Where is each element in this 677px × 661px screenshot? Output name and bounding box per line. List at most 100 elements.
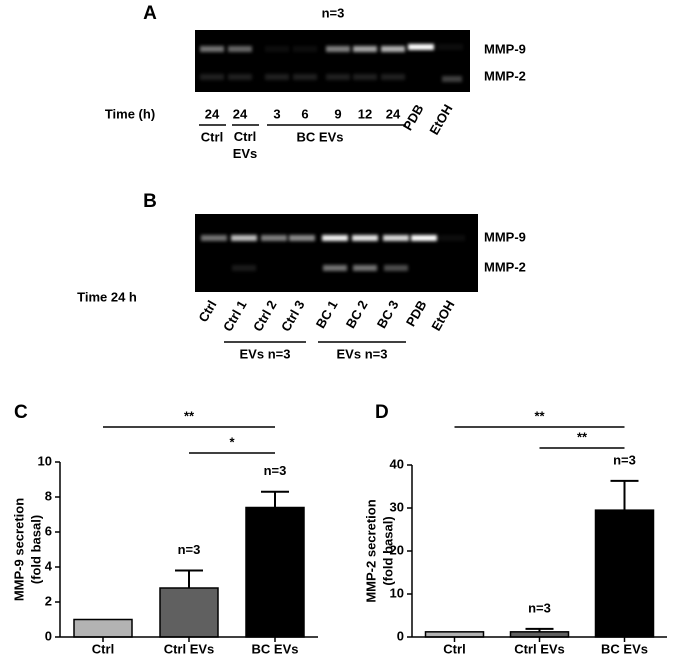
panel-letter: B — [143, 191, 157, 212]
y-tick-label: 2 — [45, 593, 52, 608]
bar-label: n=3 — [178, 542, 201, 557]
gel-note: n=3 — [322, 5, 345, 20]
gel-band — [228, 46, 252, 52]
group-label: BC EVs — [297, 129, 344, 144]
lane-label: PDB — [403, 298, 430, 329]
gel-band — [326, 46, 350, 52]
band-label: MMP-9 — [484, 41, 526, 56]
time-tick: 24 — [386, 106, 401, 121]
bar — [73, 618, 133, 638]
time-label: Time (h) — [105, 106, 155, 121]
y-axis-label: MMP-9 secretion — [11, 498, 26, 601]
panel-letter: D — [375, 402, 389, 423]
gel-band — [293, 74, 317, 80]
gel-band — [384, 265, 408, 271]
gel-band — [232, 265, 256, 271]
lane-label: Ctrl — [195, 298, 219, 325]
gel-band — [439, 235, 465, 241]
group-label: Ctrl — [201, 129, 223, 144]
x-tick-label: BC EVs — [601, 641, 648, 656]
gel-band — [293, 46, 317, 52]
panel-letter: C — [14, 402, 28, 423]
y-tick-label: 4 — [45, 558, 53, 573]
lane-label: Ctrl 3 — [278, 298, 308, 334]
time-tick: 24 — [233, 106, 248, 121]
lane-label: Ctrl 2 — [250, 298, 280, 334]
y-tick-label: 0 — [397, 628, 404, 643]
bar-label: n=3 — [264, 463, 287, 478]
lane-label: EtOH — [426, 102, 455, 138]
lane-label: PDB — [400, 102, 427, 133]
gel-band — [381, 74, 405, 80]
gel-band — [326, 74, 350, 80]
lane-label: BC 2 — [343, 298, 371, 331]
gel-band — [323, 265, 347, 271]
y-axis-label: (fold basal) — [28, 515, 43, 584]
gel-band — [231, 235, 257, 241]
significance-label: ** — [577, 429, 588, 444]
gel-band — [200, 74, 224, 80]
lane-label: BC 3 — [374, 298, 402, 331]
y-tick-label: 0 — [45, 628, 52, 643]
group-label: EVs n=3 — [240, 346, 291, 361]
x-tick-label: Ctrl EVs — [164, 641, 215, 656]
y-axis-label: MMP-2 secretion — [363, 499, 378, 602]
gel-band — [322, 235, 348, 241]
bar-label: n=3 — [613, 452, 636, 467]
x-tick-label: Ctrl — [443, 641, 465, 656]
gel-band — [381, 46, 405, 52]
y-tick-label: 20 — [390, 542, 404, 557]
gel-band — [411, 235, 437, 241]
y-tick-label: 30 — [390, 499, 404, 514]
group-label: Ctrl EVs — [233, 129, 258, 161]
gel-b — [195, 214, 478, 292]
bar — [159, 587, 219, 638]
gel-band — [353, 265, 377, 271]
significance-label: ** — [184, 408, 195, 423]
gel-band — [261, 235, 287, 241]
x-tick-label: Ctrl EVs — [514, 641, 565, 656]
panel-letter: A — [143, 3, 157, 24]
gel-band — [353, 74, 377, 80]
time-tick: 6 — [301, 106, 308, 121]
gel-band — [289, 235, 315, 241]
bar — [424, 631, 485, 638]
significance-label: ** — [534, 408, 545, 423]
bar-label: n=3 — [528, 600, 551, 615]
y-tick-label: 10 — [38, 453, 52, 468]
lane-label: BC 1 — [313, 298, 341, 331]
gel-band — [265, 46, 289, 52]
lane-label: Ctrl 1 — [220, 298, 250, 334]
gel-band — [200, 46, 224, 52]
gel-band — [352, 235, 378, 241]
time-tick: 3 — [273, 106, 280, 121]
group-label: EVs n=3 — [337, 346, 388, 361]
y-axis-label: (fold basal) — [380, 516, 395, 585]
gel-band — [437, 44, 463, 50]
x-tick-label: Ctrl — [92, 641, 114, 656]
bar — [245, 506, 305, 638]
time-tick: 12 — [358, 106, 372, 121]
gel-band — [353, 46, 377, 52]
lane-label: EtOH — [428, 298, 457, 334]
gel-band — [383, 235, 409, 241]
band-label: MMP-2 — [484, 68, 526, 83]
gel-band — [442, 76, 462, 82]
time-label: Time 24 h — [77, 289, 137, 304]
gel-band — [408, 44, 434, 50]
x-tick-label: BC EVs — [252, 641, 299, 656]
gel-band — [228, 74, 252, 80]
gel-band — [201, 235, 227, 241]
gel-band — [265, 74, 289, 80]
bar — [509, 631, 570, 638]
time-tick: 9 — [334, 106, 341, 121]
significance-label: * — [229, 434, 235, 449]
band-label: MMP-9 — [484, 229, 526, 244]
y-tick-label: 40 — [390, 456, 404, 471]
gel-a — [195, 30, 470, 92]
y-tick-label: 10 — [390, 585, 404, 600]
y-tick-label: 6 — [45, 523, 52, 538]
bar — [594, 509, 655, 638]
y-tick-label: 8 — [45, 488, 52, 503]
